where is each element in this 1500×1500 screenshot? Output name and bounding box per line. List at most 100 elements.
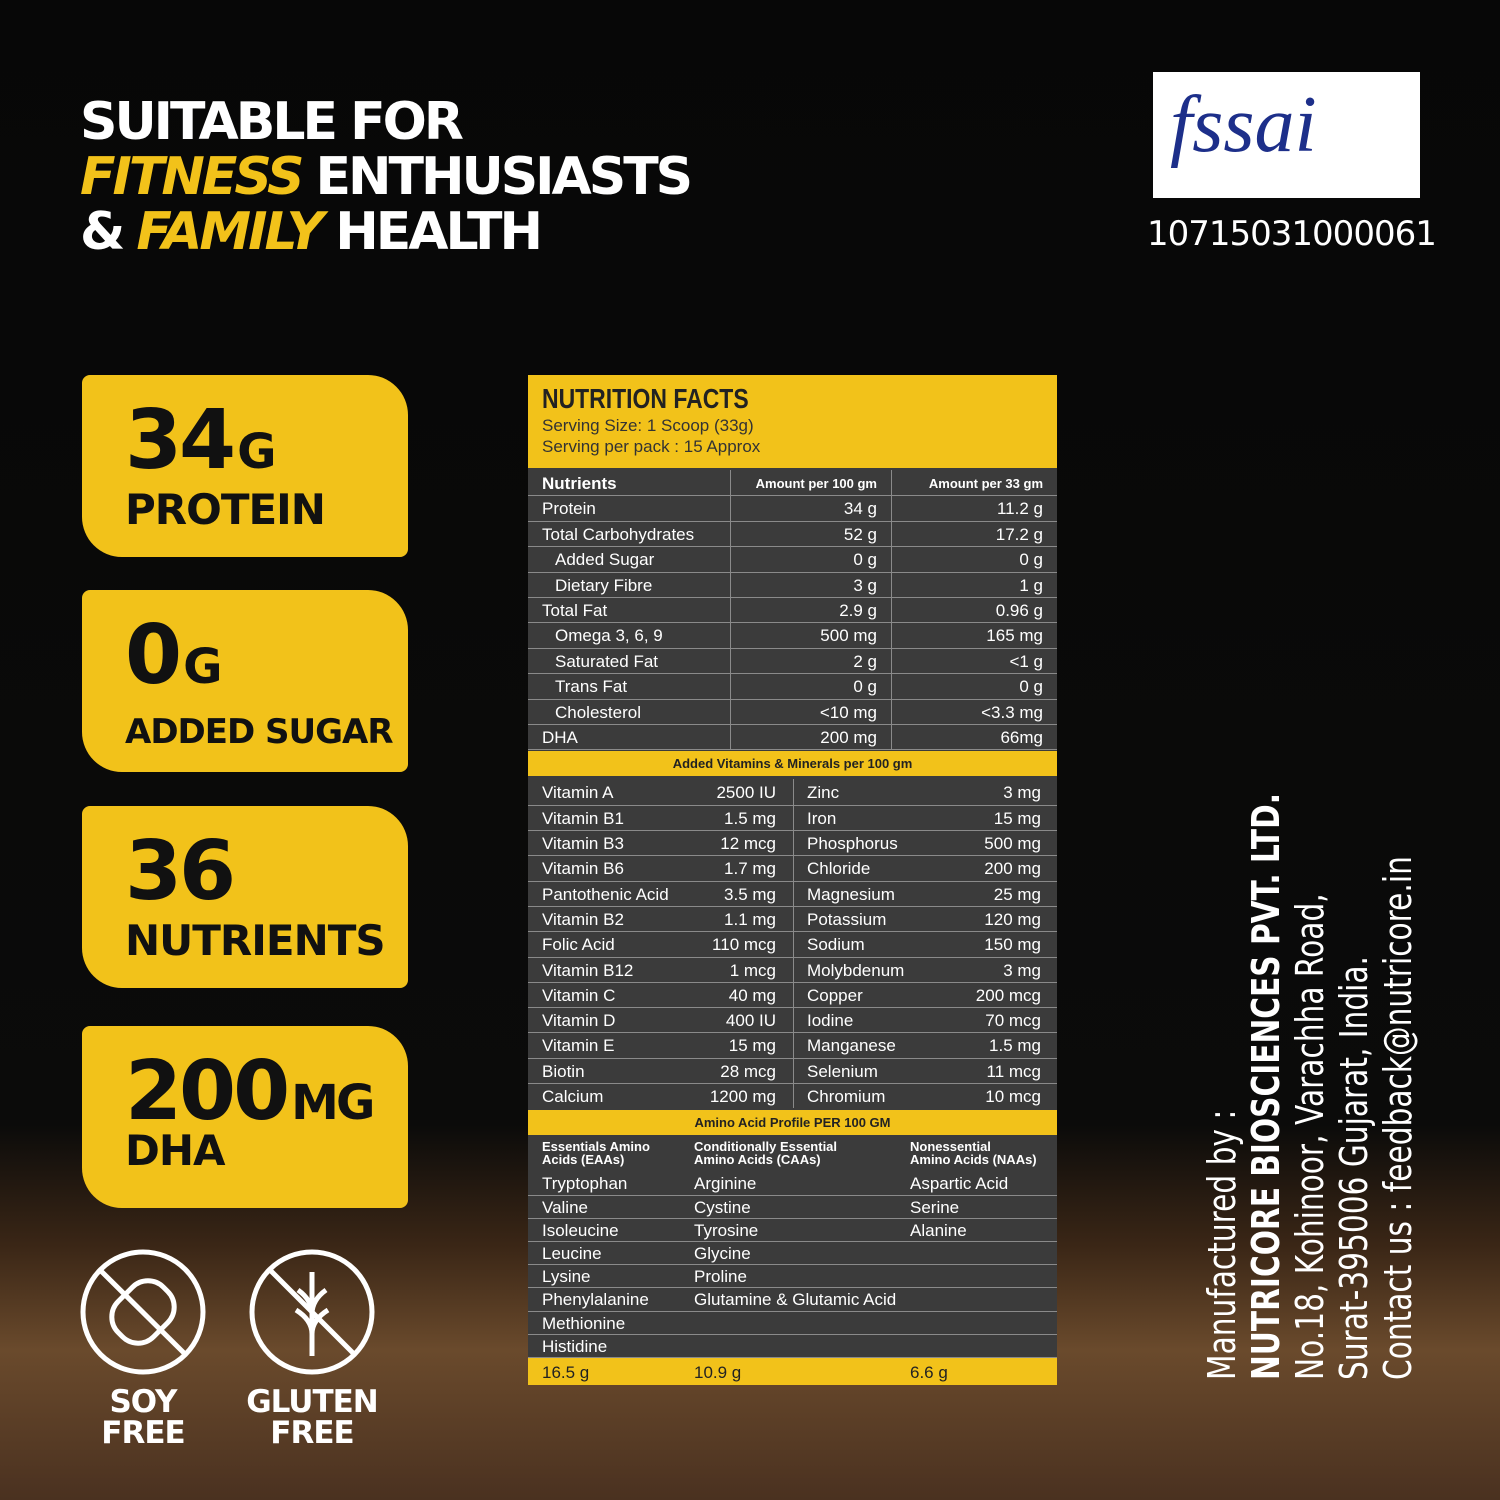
vitamin-amount: 12 mcg — [720, 834, 776, 853]
nutrient-amount: 0 g — [853, 550, 877, 570]
rule — [528, 1287, 1057, 1289]
mineral-amount: 500 mg — [984, 834, 1041, 853]
rule — [528, 804, 1057, 806]
yellow-band — [528, 375, 1057, 468]
nutrient-amount: 500 mg — [820, 626, 877, 646]
free-label: FREE — [270, 1415, 354, 1451]
manufacturer-line: Surat-395006 Gujarat, India. — [1332, 956, 1376, 1380]
rule — [528, 1217, 1057, 1219]
amino-header: Amino Acids (CAAs) — [694, 1152, 821, 1168]
nutrient-name: Total Carbohydrates — [542, 524, 695, 544]
nutrient-name: Added Sugar — [555, 550, 655, 570]
amino-header: Amino Acids (NAAs) — [910, 1152, 1037, 1168]
amino-total: 6.6 g — [910, 1362, 948, 1382]
rule — [793, 779, 794, 1109]
headline-line: FITNESS ENTHUSIASTS — [80, 147, 704, 207]
badge-number: 36 — [125, 824, 236, 919]
nutrient-amount: 0.96 g — [995, 601, 1043, 620]
yellow-band — [528, 751, 1057, 777]
amino-acid: Serine — [910, 1197, 960, 1217]
amino-acid: Phenylalanine — [542, 1290, 649, 1310]
vitamin-amount: 2500 IU — [716, 783, 776, 803]
headline-text: SUITABLE FOR — [80, 92, 464, 152]
mineral-amount: 15 mg — [993, 808, 1041, 828]
amino-acid: Leucine — [542, 1243, 602, 1263]
rule — [528, 880, 1057, 882]
manufacturer: Manufactured by : NUTRICORE BIOSCIENCES P… — [1200, 720, 1430, 1380]
vitamin-name: Folic Acid — [542, 935, 615, 955]
nutrient-name: Dietary Fibre — [555, 575, 653, 595]
nutrient-amount: 11.2 g — [996, 499, 1043, 519]
rule — [528, 1083, 1057, 1084]
rule — [528, 673, 1057, 675]
section-title: Amino Acid Profile PER 100 GM — [694, 1115, 891, 1131]
rule — [528, 830, 1057, 831]
free-label: FREE — [101, 1415, 185, 1451]
nutrient-amount: 3 g — [853, 575, 877, 595]
rule — [528, 981, 1057, 983]
manufacturer-line: NUTRICORE BIOSCIENCES PVT. LTD. — [1244, 793, 1288, 1380]
badge-label: ADDED SUGAR — [125, 712, 394, 752]
vitamin-name: Vitamin B1 — [542, 808, 624, 828]
badge-label: DHA — [125, 1126, 226, 1175]
rule — [528, 1032, 1057, 1034]
amino-acid: Proline — [694, 1267, 747, 1287]
yellow-band — [528, 1357, 1057, 1385]
col-header: Nutrients — [542, 474, 617, 493]
vitamin-name: Vitamin D — [542, 1011, 616, 1031]
rule — [528, 698, 1057, 700]
vitamin-name: Vitamin B2 — [542, 909, 624, 929]
nutrient-name: Cholesterol — [555, 702, 641, 722]
headline-text: FITNESS — [80, 147, 304, 207]
nutrient-amount: 17.2 g — [995, 524, 1043, 544]
vitamin-name: Calcium — [542, 1087, 604, 1106]
badge-value: 200 — [125, 1044, 290, 1139]
amino-acid: Glutamine & Glutamic Acid — [694, 1290, 897, 1310]
rule — [528, 855, 1057, 857]
nutrient-amount: <1 g — [1009, 651, 1043, 671]
mineral-amount: 3 mg — [1003, 783, 1041, 803]
mineral-name: Iron — [807, 808, 837, 828]
mineral-amount: 120 mg — [984, 909, 1041, 929]
mineral-amount: 150 mg — [984, 935, 1041, 955]
rule — [528, 1240, 1057, 1242]
vitamin-amount: 400 IU — [725, 1011, 776, 1031]
headline-text: HEALTH — [335, 202, 543, 262]
nutrient-amount: <10 mg — [819, 702, 877, 722]
mineral-amount: 70 mcg — [985, 1011, 1041, 1031]
rule — [891, 470, 892, 750]
badge-number: 0G — [125, 608, 223, 703]
amino-acid: Aspartic Acid — [910, 1174, 1009, 1194]
rule — [528, 724, 1057, 725]
nutrient-name: Saturated Fat — [555, 651, 659, 671]
vitamin-name: Vitamin A — [542, 783, 614, 803]
rule — [528, 622, 1057, 624]
nutrient-name: Trans Fat — [555, 677, 628, 697]
rule — [528, 495, 1057, 497]
col-header: Amount per 100 gm — [755, 476, 877, 491]
manufacturer-line: Manufactured by : — [1200, 1109, 1244, 1380]
nutrient-amount: 34 g — [843, 499, 877, 519]
badge-value: 36 — [125, 824, 236, 919]
mineral-amount: 1.5 mg — [989, 1036, 1041, 1056]
vitamin-amount: 1.1 mg — [724, 909, 776, 929]
nutrient-name: Protein — [542, 499, 596, 519]
table-title: NUTRITION FACTS — [542, 383, 749, 414]
nutrient-amount: 200 mg — [820, 728, 877, 747]
rule — [528, 1310, 1057, 1312]
mineral-name: Copper — [807, 985, 863, 1005]
mineral-amount: 10 mcg — [985, 1087, 1041, 1106]
mineral-amount: 25 mg — [993, 884, 1041, 904]
mineral-amount: 200 mcg — [975, 985, 1041, 1005]
mineral-name: Chloride — [807, 859, 871, 879]
amino-total: 10.9 g — [694, 1362, 742, 1382]
vitamin-name: Vitamin E — [542, 1036, 615, 1056]
amino-acid: Methionine — [542, 1313, 626, 1333]
badge-value: 0 — [125, 608, 182, 703]
amino-acid: Glycine — [694, 1243, 751, 1263]
mineral-amount: 200 mg — [984, 859, 1041, 879]
mineral-name: Magnesium — [807, 884, 895, 904]
mineral-amount: 11 mcg — [986, 1061, 1042, 1081]
vitamin-amount: 1.7 mg — [724, 859, 776, 879]
badge-unit: G — [183, 639, 222, 695]
